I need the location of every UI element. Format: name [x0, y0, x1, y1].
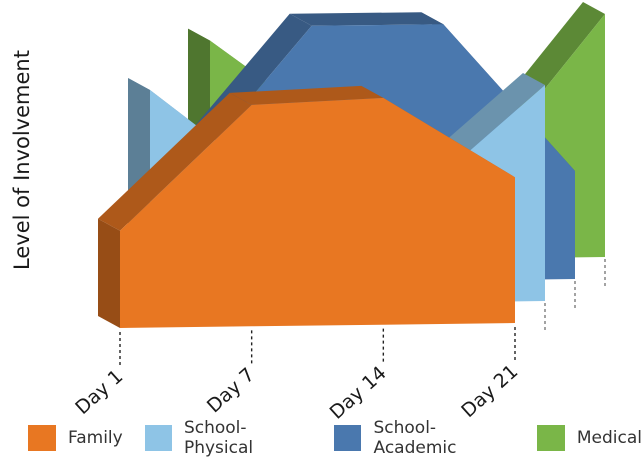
y-axis-label: Level of Involvement — [10, 50, 34, 270]
legend-swatch — [145, 425, 172, 451]
legend-item-school-physical: School-Physical — [145, 418, 313, 458]
series-school-academic-depth-facet — [290, 12, 444, 26]
legend-swatch — [334, 425, 361, 451]
legend-swatch — [28, 425, 56, 451]
legend-item-school-academic: School-Academic — [334, 418, 515, 458]
legend-label: Family — [68, 428, 123, 448]
x-tick-label-day-1: Day 1 — [71, 365, 127, 419]
x-tick-label-day-7: Day 7 — [203, 364, 259, 418]
legend-item-medical: Medical — [537, 425, 642, 451]
legend-swatch — [537, 425, 565, 451]
legend-label: Medical — [577, 428, 642, 448]
legend-label: School-Academic — [373, 418, 514, 458]
x-tick-label-day-14: Day 14 — [326, 362, 391, 424]
legend-label: School-Physical — [184, 418, 312, 458]
x-tick-label-day-21: Day 21 — [457, 360, 522, 422]
legend-item-family: Family — [28, 425, 123, 451]
series-family-side-face — [98, 219, 120, 328]
